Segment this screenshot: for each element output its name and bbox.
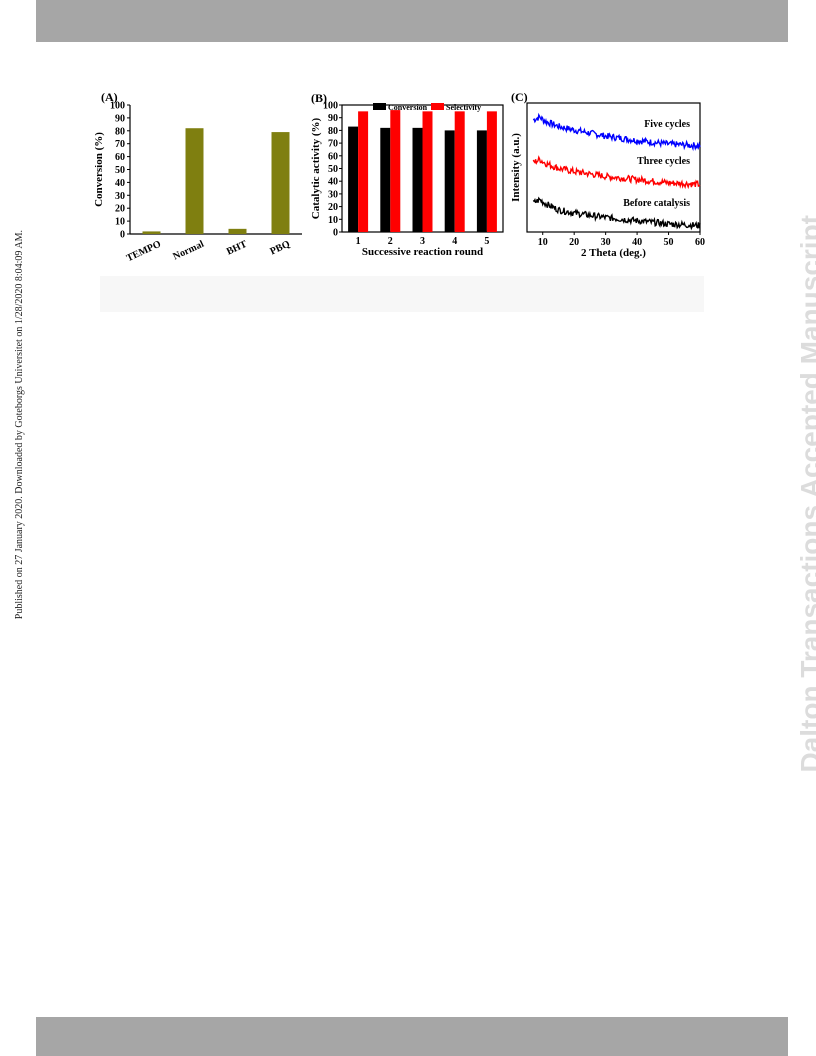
bar [228, 228, 247, 234]
y-tick-label: 40 [115, 178, 125, 189]
bar-selectivity [358, 111, 369, 232]
x-axis-label: 2 Theta (deg.) [581, 247, 646, 259]
panel-label: (B) [311, 91, 327, 105]
x-tick-label: 1 [356, 236, 361, 247]
y-tick-label: 20 [328, 202, 338, 213]
y-tick-label: 50 [115, 165, 125, 176]
x-tick-label: 4 [452, 236, 457, 247]
x-tick-label: 50 [664, 237, 674, 248]
legend-swatch [431, 103, 444, 110]
y-axis-label: Conversion (%) [95, 132, 105, 207]
y-tick-label: 80 [115, 126, 125, 137]
y-tick-label: 0 [333, 228, 338, 239]
panel-label: (A) [101, 90, 118, 104]
x-tick-label: 40 [632, 237, 642, 248]
bar [185, 128, 204, 234]
bar-selectivity [390, 110, 401, 232]
bar-selectivity [422, 111, 433, 232]
bar [271, 132, 290, 234]
x-tick-label: 60 [695, 237, 705, 248]
legend-label: Selectivity [446, 103, 481, 112]
y-tick-label: 10 [115, 217, 125, 228]
series-label: Three cycles [637, 156, 690, 167]
y-tick-label: 10 [328, 215, 338, 226]
legend-label: Conversion [388, 103, 428, 112]
y-tick-label: 70 [328, 139, 338, 150]
series-label: Five cycles [644, 119, 690, 130]
series-label: Before catalysis [623, 198, 690, 209]
y-axis-label: Catalytic activity (%) [310, 117, 322, 219]
y-tick-label: 70 [115, 139, 125, 150]
xrd-line-1 [532, 155, 701, 190]
x-tick-label: 20 [569, 237, 579, 248]
x-tick-label: Normal [171, 239, 206, 263]
y-tick-label: 80 [328, 126, 338, 137]
y-tick-label: 100 [323, 101, 338, 112]
x-axis-label: Successive reaction round [362, 246, 483, 258]
xrd-line-0 [532, 112, 701, 152]
bar-conversion [380, 127, 391, 232]
x-tick-label: PBQ [268, 239, 291, 258]
bar-selectivity [486, 111, 497, 232]
y-tick-label: 60 [328, 151, 338, 162]
x-tick-label: 3 [420, 236, 425, 247]
publication-note: Published on 27 January 2020. Downloaded… [14, 230, 25, 620]
bar-selectivity [454, 111, 465, 232]
y-axis-label: Intensity (a.u.) [510, 133, 522, 202]
y-tick-label: 0 [120, 230, 125, 241]
bar-conversion [444, 130, 455, 232]
y-tick-label: 90 [115, 113, 125, 124]
bar [142, 231, 161, 234]
x-tick-label: 30 [601, 237, 611, 248]
y-tick-label: 20 [115, 204, 125, 215]
footer-band [36, 1017, 788, 1056]
y-tick-label: 30 [115, 191, 125, 202]
x-tick-label: BHT [225, 239, 249, 258]
y-tick-label: 100 [110, 101, 125, 112]
bar-conversion [412, 127, 423, 232]
x-tick-label: TEMPO [125, 239, 163, 265]
y-tick-label: 50 [328, 164, 338, 175]
bar-conversion [476, 130, 487, 232]
accepted-manuscript-watermark: Dalton Transactions Accepted Manuscript [795, 215, 816, 773]
plot-frame [526, 102, 701, 233]
y-tick-label: 40 [328, 177, 338, 188]
y-tick-label: 60 [115, 152, 125, 163]
x-tick-label: 2 [388, 236, 393, 247]
y-tick-label: 30 [328, 189, 338, 200]
y-tick-label: 90 [328, 113, 338, 124]
x-tick-label: 10 [538, 237, 548, 248]
figure-caption-area [100, 276, 704, 312]
panel-label: (C) [511, 90, 528, 104]
bar-conversion [348, 126, 359, 232]
legend-swatch [373, 103, 386, 110]
x-tick-label: 5 [484, 236, 489, 247]
xrd-line-2 [532, 196, 701, 231]
header-band [36, 0, 788, 42]
panel-c: (C) 10 20 30 40 50 60 2 Theta (deg.) Intensity (… [510, 90, 705, 259]
